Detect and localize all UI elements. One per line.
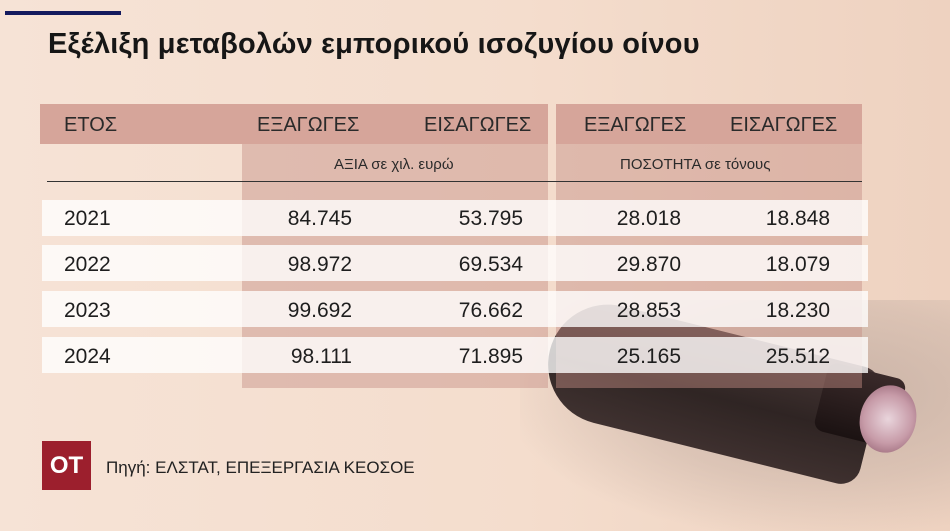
table-cell: 18.230 (765, 299, 830, 322)
header-qty-exports: ΕΞΑΓΩΓΕΣ (584, 114, 687, 136)
header-value-exports: ΕΞΑΓΩΓΕΣ (257, 114, 360, 136)
table-row-year: 2024 (64, 345, 111, 368)
table-cell: 71.895 (458, 345, 523, 368)
table-cell: 98.972 (287, 253, 352, 276)
table-row-year: 2022 (64, 253, 111, 276)
row-background-2024 (42, 337, 868, 373)
table-cell: 99.692 (287, 299, 352, 322)
table-cell: 28.018 (616, 207, 681, 230)
table-row-year: 2023 (64, 299, 111, 322)
table-cell: 18.079 (765, 253, 830, 276)
header-band-left (40, 104, 548, 144)
table-cell: 69.534 (458, 253, 523, 276)
header-divider (47, 181, 862, 182)
table-cell: 98.111 (290, 345, 352, 368)
ot-logo: OT (42, 441, 91, 490)
row-background-2023 (42, 291, 868, 327)
row-background-2021 (42, 200, 868, 236)
header-qty-imports: ΕΙΣΑΓΩΓΕΣ (730, 114, 838, 136)
page-title: Εξέλιξη μεταβολών εμπορικού ισοζυγίου οί… (48, 28, 700, 60)
row-background-2022 (42, 245, 868, 281)
table-cell: 25.165 (616, 345, 681, 368)
table-cell: 25.512 (765, 345, 830, 368)
accent-line (5, 11, 121, 15)
table-cell: 18.848 (765, 207, 830, 230)
table-cell: 84.745 (287, 207, 352, 230)
subheader-quantity: ΠΟΣΟΤΗΤΑ σε τόνους (620, 156, 771, 173)
table-cell: 29.870 (616, 253, 681, 276)
table-cell: 53.795 (458, 207, 523, 230)
header-band-right (556, 104, 862, 144)
table-cell: 28.853 (616, 299, 681, 322)
header-year: ΕΤΟΣ (64, 114, 118, 136)
header-value-imports: ΕΙΣΑΓΩΓΕΣ (424, 114, 532, 136)
source-note: Πηγή: ΕΛΣΤΑΤ, ΕΠΕΞΕΡΓΑΣΙΑ ΚΕΟΣΟΕ (106, 458, 415, 477)
table-cell: 76.662 (458, 299, 523, 322)
subheader-value: ΑΞΙΑ σε χιλ. ευρώ (334, 156, 454, 173)
table-row-year: 2021 (64, 207, 111, 230)
